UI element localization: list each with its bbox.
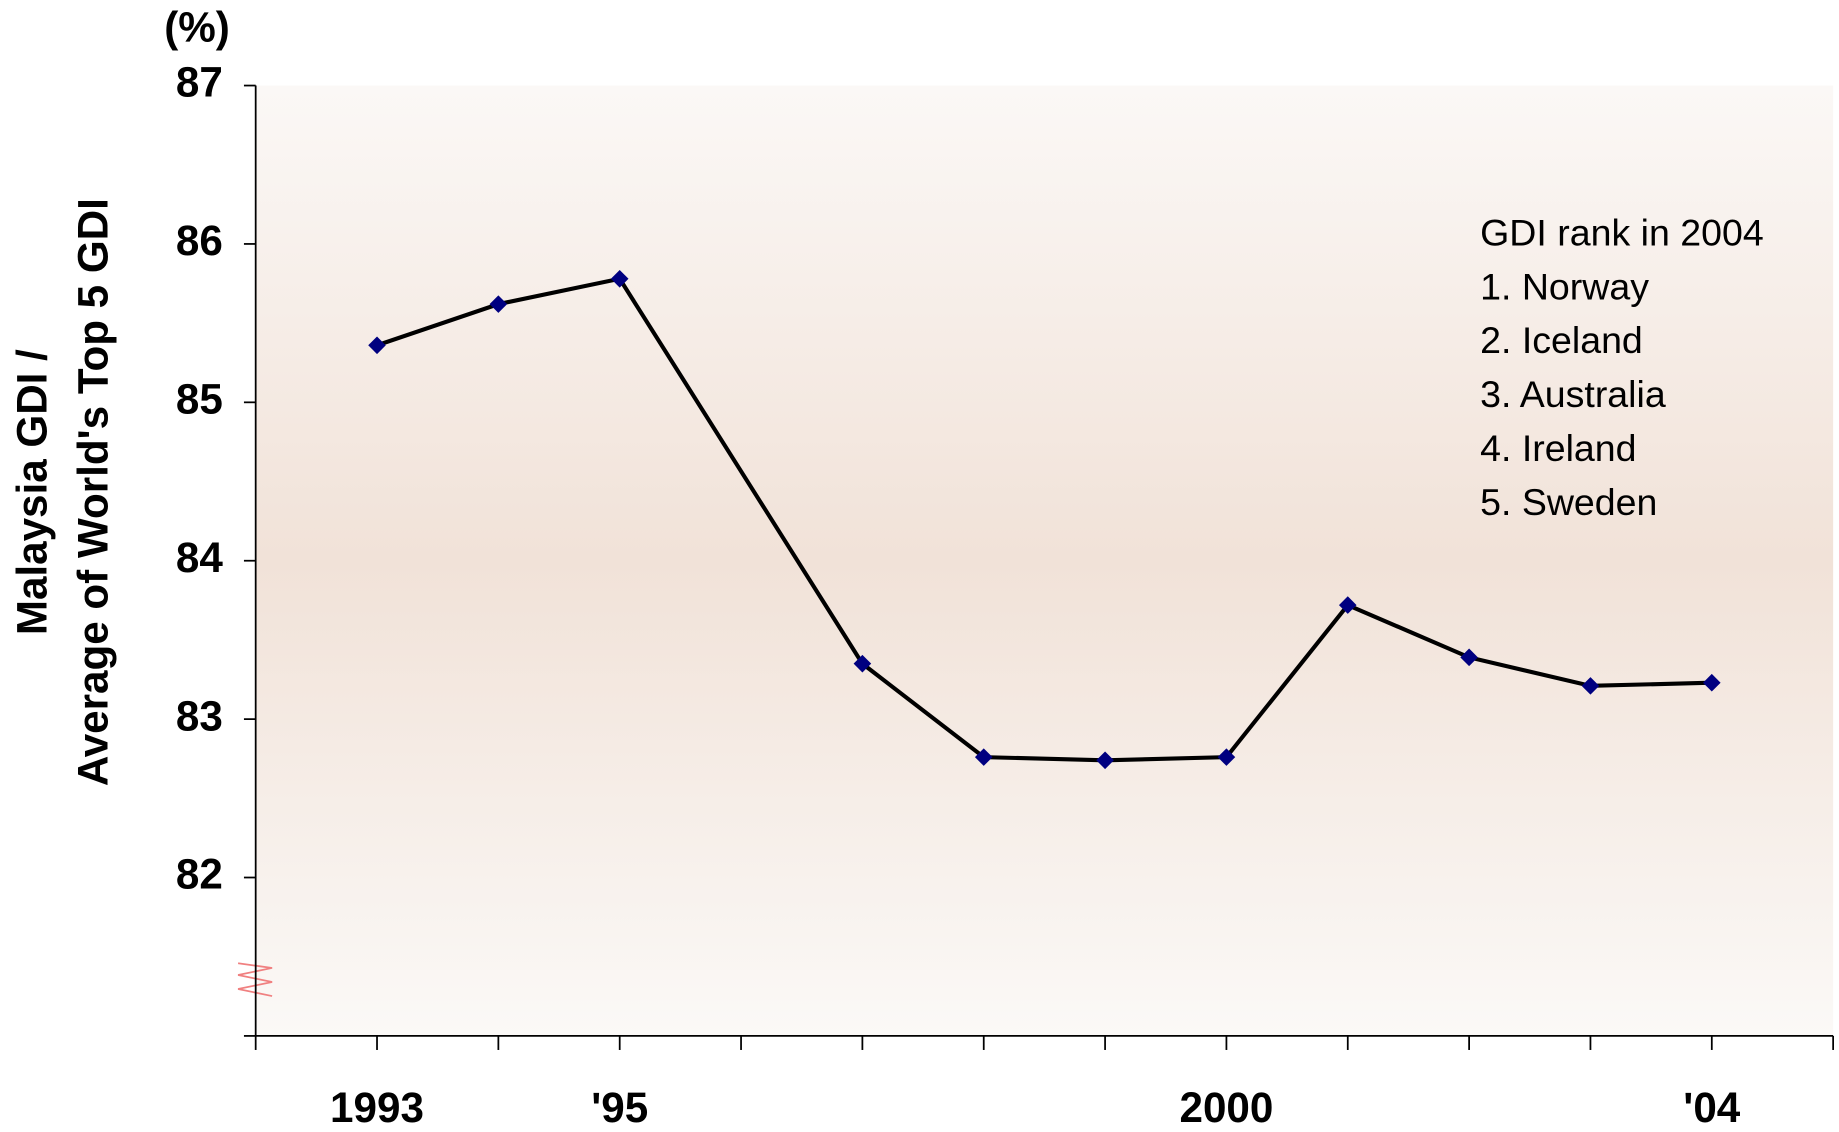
y-axis-title: Malaysia GDI / (8, 349, 55, 635)
annotation: 3. Australia (1480, 373, 1666, 415)
marker (1096, 751, 1114, 770)
x-tick-label: '04 (1683, 1084, 1741, 1131)
annotation: 5. Sweden (1480, 481, 1657, 523)
y-tick-label: 85 (176, 375, 223, 422)
marker (1217, 748, 1236, 766)
x-tick-label: 1993 (330, 1084, 424, 1131)
annotation: 2. Iceland (1480, 319, 1643, 361)
y-tick-label: 83 (176, 692, 223, 739)
y-tick-label: 84 (176, 534, 223, 581)
annotation: 1. Norway (1480, 265, 1649, 307)
plot: 82 83 84 85 86 87 1993 '95 2000 '04 GDI rank in 20… (176, 59, 1835, 1131)
x-tick-label: '95 (591, 1084, 648, 1131)
marker (974, 748, 993, 766)
y-tick-label: 87 (176, 59, 223, 106)
y-unit: (%) (164, 4, 230, 51)
annotation: GDI rank in 2004 (1480, 211, 1764, 253)
plot-area (255, 85, 1834, 1036)
marker (853, 654, 872, 673)
annotation: 4. Ireland (1480, 427, 1636, 469)
x-tick-label: 2000 (1179, 1084, 1273, 1131)
marker (1702, 673, 1721, 692)
y-tick-label: 86 (176, 217, 223, 264)
y-axis-title: Average of World's Top 5 GDI (69, 198, 116, 786)
y-tick-label: 82 (176, 851, 223, 898)
marker (1581, 677, 1600, 695)
marker (610, 269, 629, 288)
